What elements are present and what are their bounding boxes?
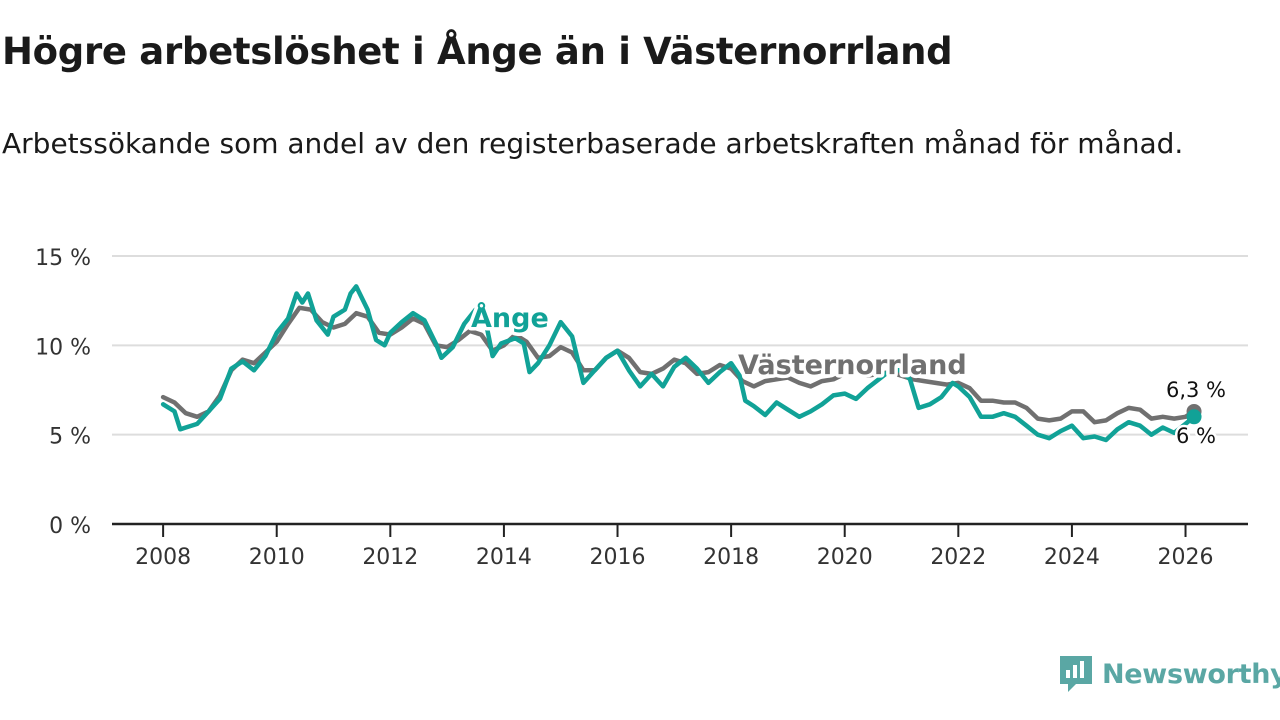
x-axis: 2008 2010 2012 2014 2016 2018 2020 2022 2024 2026 [112,522,1248,570]
chart-title: Högre arbetslöshet i Ånge än i Västernor… [2,30,953,73]
x-tick-label-2016: 2016 [590,545,646,570]
y-tick-label-0: 0 % [49,514,91,539]
y-axis-tick-labels: 0 % 5 % 10 % 15 % [35,246,91,539]
x-tick-label-2014: 2014 [476,545,532,570]
newsworthy-logo-icon [1060,656,1092,692]
end-label-ange: 6 % [1176,424,1216,448]
x-tick-label-2022: 2022 [930,545,986,570]
newsworthy-logo: Newsworthy [1058,654,1280,694]
x-tick-label-2008: 2008 [135,545,191,570]
x-tick-label-2018: 2018 [703,545,759,570]
x-tick-label-2010: 2010 [249,545,305,570]
x-tick-label-2012: 2012 [362,545,418,570]
x-tick-label-2024: 2024 [1044,545,1100,570]
y-tick-label-15: 15 % [35,246,91,271]
series-line-ange [160,284,1197,443]
grid-lines [112,255,1248,436]
y-tick-label-5: 5 % [49,425,91,450]
x-tick-label-2020: 2020 [817,545,873,570]
y-tick-label-10: 10 % [35,335,91,360]
end-label-vasternorrland: 6,3 % [1166,378,1226,402]
chart-subtitle: Arbetssökande som andel av den registerb… [2,127,1184,160]
series-label-vasternorrland: Västernorrland [738,350,967,381]
newsworthy-logo-text: Newsworthy [1102,658,1280,690]
series-labels: Västernorrland Ånge 6,3 % 6 % [468,299,1229,451]
x-tick-label-2026: 2026 [1158,545,1214,570]
series-lines [160,284,1202,443]
series-label-ange: Ånge [471,302,549,334]
end-marker-ange [1186,409,1202,425]
